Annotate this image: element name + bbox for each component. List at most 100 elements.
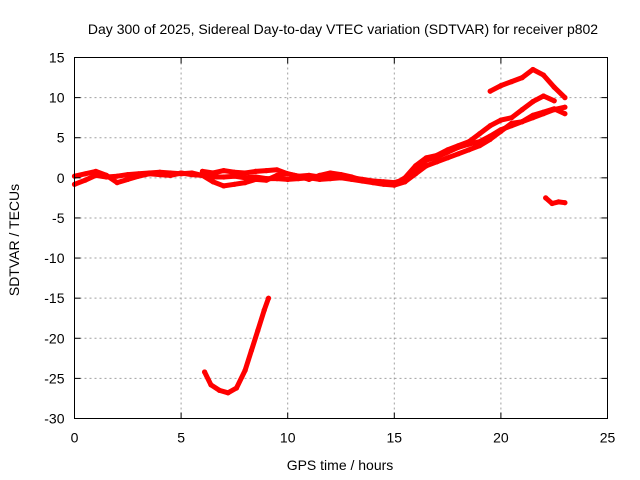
- data-point: [466, 141, 472, 147]
- data-point: [135, 173, 142, 179]
- y-axis-label: SDTVAR / TECUs: [6, 184, 22, 296]
- data-point: [265, 295, 272, 301]
- data-point: [274, 167, 280, 173]
- y-tick-label: -15: [44, 290, 64, 306]
- data-point: [317, 174, 323, 180]
- data-point: [216, 387, 223, 393]
- data-point: [242, 367, 248, 373]
- data-point: [413, 165, 419, 171]
- data-point: [285, 176, 291, 182]
- y-tick-label: -5: [52, 210, 65, 226]
- data-point: [487, 88, 493, 94]
- data-point: [248, 347, 255, 353]
- data-point: [274, 172, 280, 178]
- y-tick-label: -30: [44, 411, 64, 427]
- data-point: [82, 171, 88, 177]
- data-point: [253, 168, 259, 174]
- data-point: [423, 157, 429, 163]
- y-tick-label: 15: [49, 50, 65, 66]
- data-point: [519, 75, 525, 81]
- data-point: [114, 180, 120, 186]
- data-point: [146, 171, 152, 177]
- data-point: [381, 179, 387, 185]
- data-point: [551, 98, 557, 104]
- data-point: [540, 109, 547, 115]
- data-point: [391, 180, 397, 186]
- data-point: [562, 111, 568, 117]
- data-point: [530, 66, 536, 73]
- data-point: [466, 147, 472, 153]
- data-point: [221, 168, 227, 174]
- data-point: [555, 199, 562, 205]
- data-point: [498, 127, 504, 133]
- data-point: [210, 170, 216, 176]
- data-point: [114, 173, 120, 179]
- y-axis-tick-labels: -30 -25 -20 -15 -10 -5 0 5 10 15: [44, 50, 64, 427]
- data-point: [221, 174, 227, 180]
- data-series-group: [71, 66, 568, 396]
- x-axis-tick-labels: 0 5 10 15 20 25: [71, 430, 616, 446]
- data-point: [93, 168, 99, 174]
- data-point: [562, 95, 568, 101]
- data-point: [543, 195, 549, 201]
- data-point: [210, 179, 216, 185]
- y-tick-label: 10: [49, 90, 65, 106]
- data-point: [359, 176, 365, 182]
- data-point: [338, 173, 344, 179]
- y-tick-label: 0: [57, 170, 65, 186]
- axis-ticks: [74, 57, 608, 419]
- data-point: [477, 131, 483, 137]
- data-point: [231, 169, 237, 175]
- x-tick-label: 15: [387, 430, 403, 446]
- data-point: [202, 369, 208, 375]
- data-point: [455, 144, 461, 150]
- data-point: [487, 133, 493, 139]
- data-point: [487, 123, 493, 129]
- data-point: [445, 155, 451, 161]
- series-track-e: [202, 295, 271, 396]
- data-point: [242, 175, 248, 181]
- data-point: [509, 115, 515, 121]
- data-point: [402, 176, 408, 182]
- data-point: [551, 106, 557, 112]
- data-point: [178, 170, 184, 176]
- data-point: [509, 79, 515, 85]
- x-tick-label: 0: [71, 430, 79, 446]
- x-tick-label: 10: [280, 430, 296, 446]
- data-point: [327, 172, 333, 178]
- data-point: [225, 390, 231, 396]
- data-point: [242, 170, 248, 176]
- y-tick-label: -25: [44, 370, 64, 386]
- x-axis-label: GPS time / hours: [287, 457, 394, 473]
- data-point: [562, 104, 568, 110]
- data-point: [125, 176, 131, 182]
- data-point: [455, 151, 461, 157]
- y-tick-label: 5: [57, 130, 65, 146]
- data-point: [253, 176, 259, 182]
- data-point: [295, 173, 301, 179]
- data-point: [519, 107, 525, 113]
- x-tick-label: 25: [600, 430, 616, 446]
- data-point: [477, 139, 483, 145]
- data-point: [233, 385, 240, 391]
- data-point: [445, 149, 451, 155]
- data-point: [370, 178, 376, 184]
- data-point: [549, 200, 555, 207]
- y-tick-label: -10: [44, 250, 64, 266]
- data-point: [231, 173, 237, 179]
- data-point: [157, 172, 163, 178]
- y-tick-label: -20: [44, 330, 64, 346]
- data-point: [103, 172, 110, 178]
- data-point: [434, 154, 440, 160]
- data-point: [551, 84, 557, 90]
- data-point: [261, 307, 267, 313]
- data-point: [509, 123, 515, 129]
- data-point: [434, 159, 440, 165]
- data-point: [125, 172, 131, 178]
- data-point: [242, 180, 248, 186]
- plot-frame: [74, 57, 608, 419]
- data-point: [498, 83, 504, 89]
- data-point: [519, 119, 525, 125]
